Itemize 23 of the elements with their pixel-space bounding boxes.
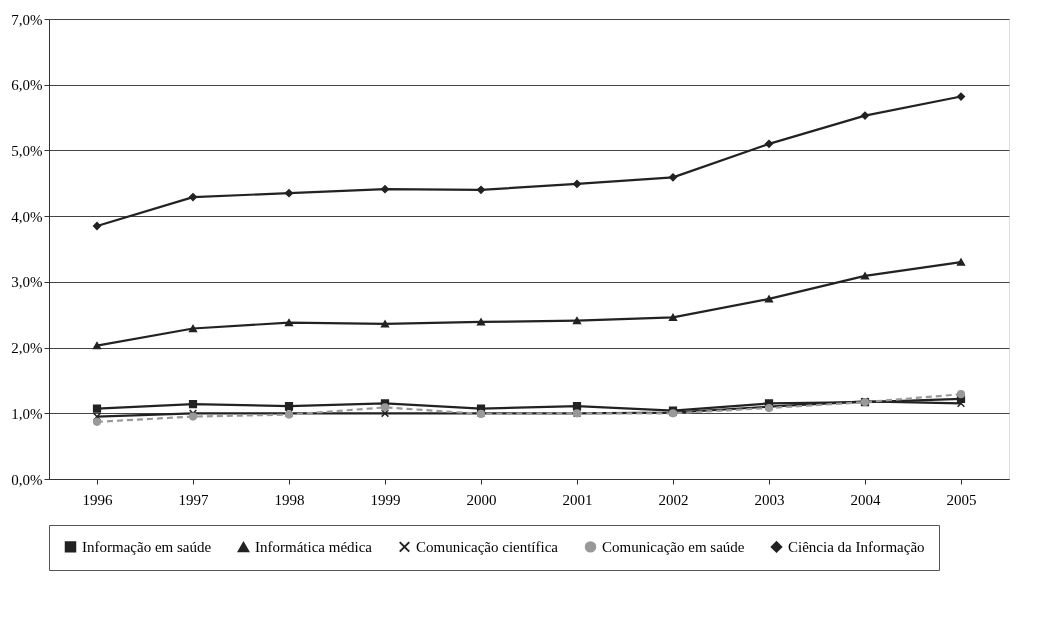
y-tick-label: 4,0% bbox=[11, 208, 43, 225]
legend-label: Informática médica bbox=[255, 539, 373, 556]
x-tick-label: 2004 bbox=[850, 491, 881, 508]
y-tick-label: 6,0% bbox=[11, 77, 43, 94]
legend-label: Comunicação científica bbox=[416, 538, 559, 555]
y-tick-label: 5,0% bbox=[11, 142, 43, 159]
x-tick-label: 1999 bbox=[370, 491, 401, 508]
x-tick-label: 1997 bbox=[178, 491, 209, 508]
legend-label: Comunicação em saúde bbox=[602, 538, 745, 555]
x-tick-label: 2000 bbox=[466, 491, 497, 508]
y-tick-label: 2,0% bbox=[11, 340, 43, 357]
legend-label: Ciência da Informação bbox=[788, 538, 925, 555]
y-tick-label: 3,0% bbox=[11, 274, 43, 291]
x-tick-label: 1996 bbox=[82, 491, 113, 508]
y-tick-label: 7,0% bbox=[11, 11, 43, 28]
x-tick-label: 2005 bbox=[946, 491, 977, 508]
legend-label: Informação em saúde bbox=[82, 538, 212, 555]
x-tick-label: 1998 bbox=[274, 491, 305, 508]
x-tick-label: 2001 bbox=[562, 491, 593, 508]
y-tick-label: 1,0% bbox=[11, 405, 43, 422]
y-tick-label: 0,0% bbox=[11, 471, 43, 488]
x-tick-label: 2002 bbox=[658, 491, 689, 508]
x-tick-label: 2003 bbox=[754, 491, 785, 508]
